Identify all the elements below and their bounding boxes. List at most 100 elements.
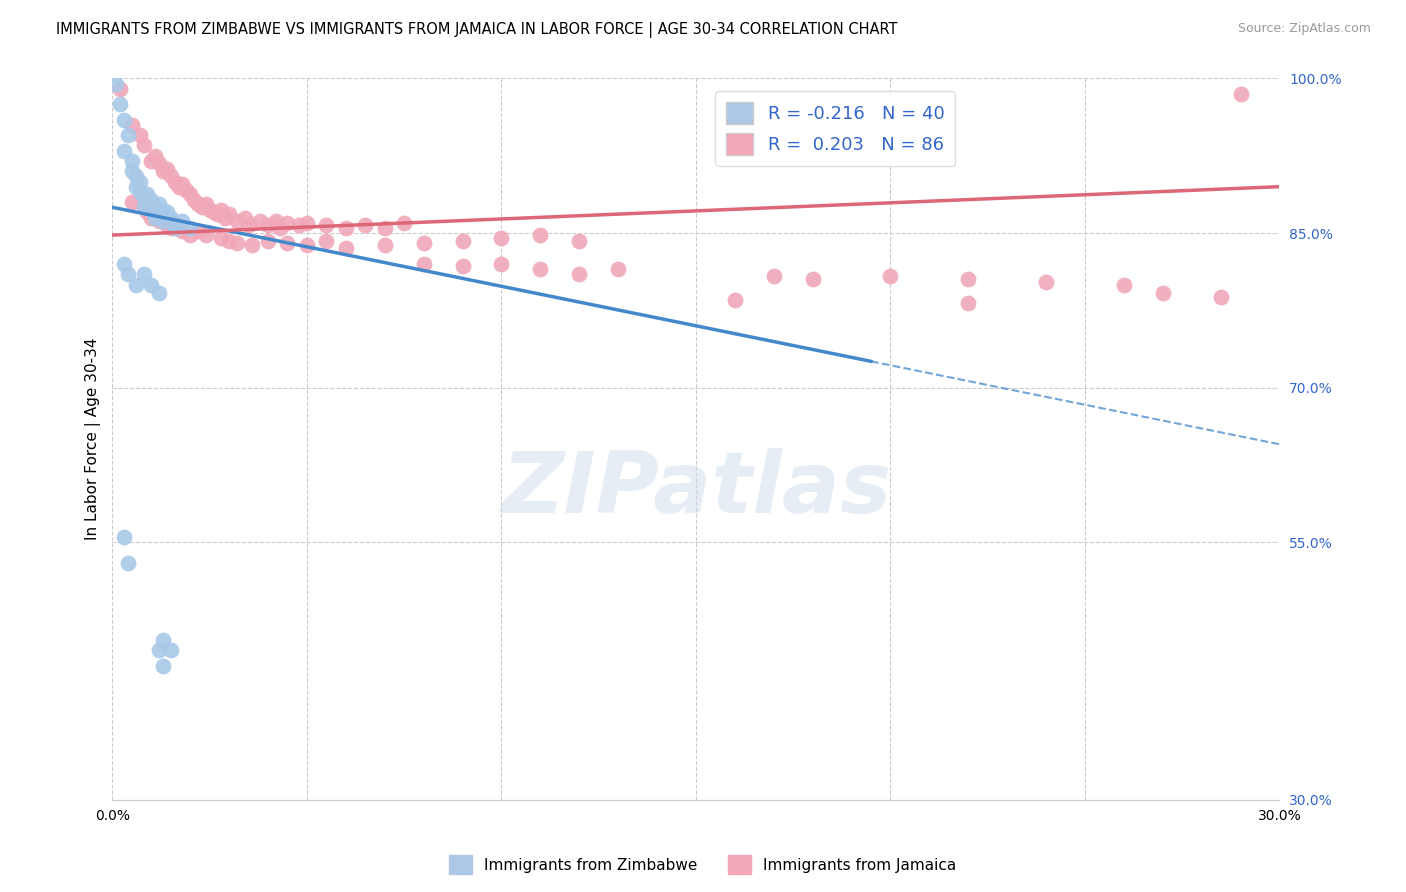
Point [1209,290,1232,304]
Point [163,220,186,235]
Point [117,128,139,143]
Point [529,262,551,277]
Point [159,211,181,225]
Point [163,216,186,230]
Text: ZIPatlas: ZIPatlas [501,448,891,531]
Point [172,177,194,191]
Point [451,259,474,273]
Point [148,207,170,221]
Point [451,234,474,248]
Point [143,200,166,214]
Point [724,293,747,307]
Legend: R = -0.216   N = 40, R =  0.203   N = 86: R = -0.216 N = 40, R = 0.203 N = 86 [716,91,955,166]
Point [225,213,247,227]
Point [141,211,163,225]
Point [957,296,980,310]
Point [132,199,155,213]
Point [879,269,901,284]
Point [159,643,181,657]
Point [315,234,337,248]
Point [1229,87,1251,101]
Point [183,193,205,207]
Point [136,197,159,211]
Point [264,213,287,227]
Point [225,236,247,251]
Point [412,236,434,251]
Point [112,530,135,544]
Point [121,164,143,178]
Point [242,238,264,252]
Point [335,220,357,235]
Point [187,197,209,211]
Point [141,277,163,292]
Point [121,195,143,210]
Point [148,156,170,170]
Point [112,257,135,271]
Point [957,272,980,286]
Text: IMMIGRANTS FROM ZIMBABWE VS IMMIGRANTS FROM JAMAICA IN LABOR FORCE | AGE 30-34 C: IMMIGRANTS FROM ZIMBABWE VS IMMIGRANTS F… [56,22,898,38]
Point [152,633,174,648]
Point [148,285,170,300]
Point [179,186,201,201]
Point [374,238,396,252]
Point [152,213,174,227]
Point [136,205,159,219]
Point [132,200,155,214]
Point [105,77,128,91]
Point [172,213,194,227]
Point [143,211,166,225]
Point [148,643,170,657]
Point [159,220,181,235]
Point [801,272,824,286]
Point [156,218,179,232]
Point [128,128,150,143]
Point [238,218,260,232]
Point [276,216,298,230]
Y-axis label: In Labor Force | Age 30-34: In Labor Force | Age 30-34 [86,338,101,541]
Text: Source: ZipAtlas.com: Source: ZipAtlas.com [1237,22,1371,36]
Point [112,112,135,127]
Point [568,267,591,281]
Point [141,193,163,207]
Point [152,164,174,178]
Point [209,203,232,218]
Point [159,169,181,184]
Point [167,179,190,194]
Point [209,231,232,245]
Point [128,174,150,188]
Point [218,234,240,248]
Point [191,200,214,214]
Point [491,231,513,245]
Point [568,234,591,248]
Point [607,262,630,277]
Point [276,236,298,251]
Point [143,149,166,163]
Point [176,183,198,197]
Point [163,174,186,188]
Point [198,203,221,218]
Point [392,216,415,230]
Point [335,242,357,256]
Point [128,185,150,199]
Point [374,220,396,235]
Point [354,218,377,232]
Point [491,257,513,271]
Point [762,269,785,284]
Point [257,218,280,232]
Point [141,203,163,218]
Point [156,162,179,177]
Point [1112,277,1135,292]
Point [112,144,135,158]
Point [249,213,271,227]
Point [117,267,139,281]
Point [288,218,311,232]
Point [233,211,256,225]
Point [202,205,225,219]
Point [132,138,155,153]
Point [257,234,280,248]
Point [121,153,143,168]
Point [148,197,170,211]
Point [179,228,201,243]
Point [121,118,143,132]
Point [156,205,179,219]
